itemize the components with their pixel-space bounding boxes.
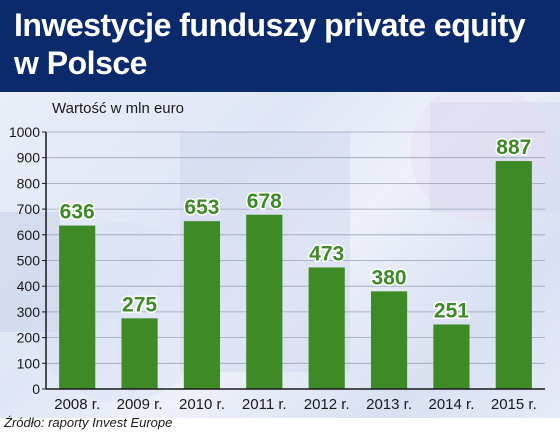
bar [246,214,283,389]
x-tick-label: 2009 r. [117,396,163,413]
bar [495,161,532,389]
data-label: 380 [372,266,407,289]
data-label: 473 [309,242,344,265]
data-label: 636 [60,201,95,224]
y-axis-title: Wartość w mln euro [52,100,184,117]
y-tick-label: 0 [32,381,40,397]
source-note: Źródło: raporty Invest Europe [4,415,173,430]
x-tick-label: 2010 r. [179,396,225,413]
y-tick-label: 200 [17,330,41,346]
axes [45,132,545,390]
x-tick-label: 2011 r. [242,396,287,413]
y-tick-label: 900 [17,150,41,166]
data-label: 275 [122,293,157,316]
y-tick-label: 800 [17,175,41,191]
bar [59,225,96,389]
x-tick-label: 2012 r. [304,396,350,413]
bar [183,221,221,389]
y-tick-label: 300 [17,304,41,320]
grid-lines [42,131,545,390]
x-tick-label: 2013 r. [366,396,412,413]
x-tick-label: 2014 r. [429,396,475,413]
chart-title: Inwestycje funduszy private equity w Pol… [14,7,526,81]
bar [121,318,158,389]
y-tick-label: 700 [17,201,41,217]
y-tick-label: 500 [17,253,41,269]
labels: 0 100 200 300 400 500 600 700 800 900 1000 636 2008 … [9,124,537,413]
x-tick-label: 2008 r. [54,396,100,413]
bars [59,161,532,389]
bar [433,324,470,389]
data-label: 653 [184,196,219,219]
y-tick-label: 1000 [9,124,40,140]
y-tick-label: 400 [17,278,41,294]
data-label: 251 [434,299,469,322]
title-band: Inwestycje funduszy private equity w Pol… [0,0,560,92]
y-tick-label: 600 [17,227,41,243]
data-label: 678 [247,190,282,213]
bar [308,267,345,389]
y-tick-label: 100 [17,355,41,371]
data-label: 887 [496,136,531,159]
bar [370,291,408,389]
x-tick-label: 2015 r. [491,396,537,413]
